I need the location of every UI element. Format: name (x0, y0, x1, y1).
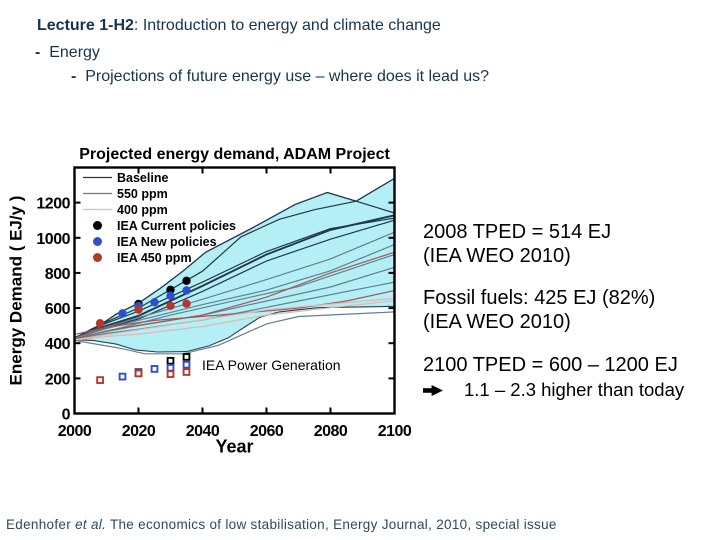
svg-text:1000: 1000 (36, 231, 70, 248)
svg-text:2020: 2020 (122, 423, 156, 440)
svg-text:IEA Power Generation: IEA Power Generation (202, 357, 341, 373)
svg-text:Projected energy demand, ADAM: Projected energy demand, ADAM Project (79, 146, 390, 163)
svg-text:600: 600 (45, 301, 71, 318)
svg-text:2040: 2040 (186, 423, 220, 440)
svg-text:1200: 1200 (36, 196, 70, 213)
svg-text:2080: 2080 (314, 423, 348, 440)
svg-text:200: 200 (45, 371, 71, 388)
svg-text:Energy Demand ( EJ/y ): Energy Demand ( EJ/y ) (7, 196, 26, 386)
svg-text:Baseline: Baseline (117, 171, 168, 185)
svg-text:2100: 2100 (378, 423, 412, 440)
svg-text:IEA Current policies: IEA Current policies (117, 219, 236, 233)
svg-text:400 ppm: 400 ppm (117, 203, 168, 217)
svg-text:550 ppm: 550 ppm (117, 187, 168, 201)
svg-text:0: 0 (62, 407, 71, 424)
svg-text:Year: Year (215, 437, 253, 457)
svg-text:2060: 2060 (250, 423, 284, 440)
svg-text:2000: 2000 (58, 423, 92, 440)
svg-text:800: 800 (45, 266, 71, 283)
svg-text:400: 400 (45, 336, 71, 353)
svg-text:IEA New policies: IEA New policies (117, 235, 217, 249)
svg-text:IEA 450 ppm: IEA 450 ppm (117, 251, 192, 265)
